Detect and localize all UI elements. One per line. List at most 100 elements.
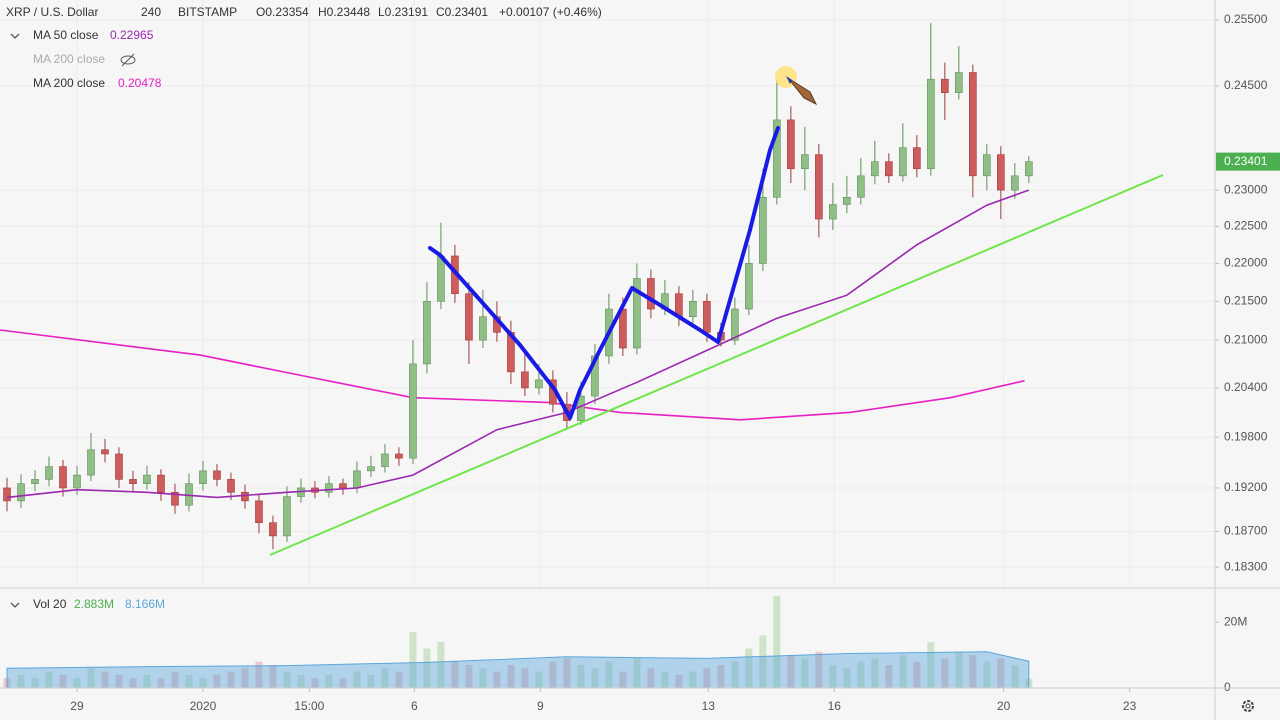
volume-bar (283, 671, 291, 688)
volume-bar (857, 661, 865, 688)
y-tick-label: 0.19200 (1224, 480, 1268, 494)
volume-bar (45, 671, 53, 688)
candle-body (885, 161, 893, 177)
legend-value: 0.22965 (110, 28, 154, 42)
volume-bar (479, 668, 487, 688)
volume-bar (381, 668, 389, 688)
volume-bar (129, 678, 137, 688)
header: XRP / U.S. Dollar 240 BITSTAMP O0.23354 … (6, 5, 602, 19)
volume-bar (59, 674, 67, 688)
volume-bar (647, 668, 655, 688)
volume-bar (759, 635, 767, 688)
candle-body (745, 263, 753, 310)
volume-bar (927, 641, 935, 688)
volume-bar (325, 674, 333, 688)
volume-bar (661, 671, 669, 688)
volume-bar (521, 668, 529, 688)
volume-bar (591, 668, 599, 688)
candle-body (787, 119, 795, 170)
candle-body (857, 175, 865, 198)
moving-average-line (6, 189, 1030, 499)
candle-body (465, 293, 473, 341)
candle-body (437, 255, 445, 302)
volume-bar (437, 641, 445, 688)
volume-bar (157, 678, 165, 688)
candle-body (1025, 161, 1033, 177)
candle-body (689, 301, 697, 318)
volume-bar (941, 658, 949, 688)
legend-name-hidden[interactable]: MA 200 close (33, 52, 105, 66)
trend-line[interactable] (269, 174, 1164, 556)
volume-bar (689, 671, 697, 688)
volume-bar (787, 655, 795, 688)
candle-body (829, 204, 837, 220)
candle-body (899, 147, 907, 177)
hidden-eye-icon[interactable] (120, 53, 136, 67)
candle-body (339, 483, 347, 489)
volume-bar (577, 664, 585, 688)
collapse-chevron[interactable] (10, 602, 20, 608)
candle-body (171, 491, 179, 506)
volume-bar (115, 674, 123, 688)
candle-body (381, 453, 389, 467)
x-tick-label: 23 (1123, 699, 1137, 713)
symbol[interactable]: XRP / U.S. Dollar (6, 5, 98, 19)
candle-body (941, 78, 949, 93)
candle-body (395, 453, 403, 459)
volume-bar (199, 678, 207, 688)
candle-body (479, 316, 487, 341)
volume-bar (535, 671, 543, 688)
volume-bar (899, 655, 907, 688)
volume-bar (801, 658, 809, 688)
candle-body (283, 496, 291, 537)
legend-name[interactable]: MA 50 close (33, 28, 99, 42)
volume-bar (255, 661, 263, 688)
x-tick-label: 6 (411, 699, 418, 713)
volume-bar (815, 651, 823, 688)
last-price-label: 0.23401 (1224, 154, 1268, 168)
ohlc-open: O0.23354 (256, 5, 309, 19)
collapse-chevron[interactable] (10, 33, 20, 39)
y-tick-label: 0.22500 (1224, 219, 1268, 233)
volume-bar (367, 674, 375, 688)
volume-bar (969, 655, 977, 688)
volume-bar (353, 671, 361, 688)
candle-body (521, 371, 529, 389)
candle-body (3, 487, 11, 502)
volume-title[interactable]: Vol 20 (33, 597, 67, 611)
volume-bar (563, 658, 571, 688)
volume-bar (339, 678, 347, 688)
legend-name[interactable]: MA 200 close (33, 76, 105, 90)
volume-bar (395, 671, 403, 688)
candle-body (199, 470, 207, 484)
volume-bar (997, 658, 1005, 688)
x-tick-label: 16 (828, 699, 842, 713)
volume-bar (829, 664, 837, 688)
volume-bar (185, 674, 193, 688)
y-tick-label: 0 (1224, 680, 1231, 694)
interval[interactable]: 240 (141, 5, 161, 19)
candle-body (409, 363, 417, 459)
candle-body (73, 474, 81, 489)
candle-body (647, 278, 655, 310)
volume-bar (745, 648, 753, 688)
volume-bar (871, 658, 879, 688)
x-tick-label: 29 (70, 699, 84, 713)
candle-body (913, 147, 921, 170)
candle-body (227, 479, 235, 493)
last-price-tag (1216, 152, 1280, 171)
volume-bar (983, 661, 991, 688)
volume-bar (171, 671, 179, 688)
candle-body (955, 72, 963, 93)
ohlc-high: H0.23448 (318, 5, 370, 19)
candle-body (31, 479, 39, 484)
candle-body (143, 474, 151, 484)
candle-body (703, 301, 711, 333)
candle-body (423, 301, 431, 365)
settings-gear[interactable] (1242, 700, 1254, 712)
volume-bar (913, 661, 921, 688)
brush-drawing[interactable] (428, 126, 780, 420)
y-tick-label: 0.21500 (1224, 294, 1268, 308)
